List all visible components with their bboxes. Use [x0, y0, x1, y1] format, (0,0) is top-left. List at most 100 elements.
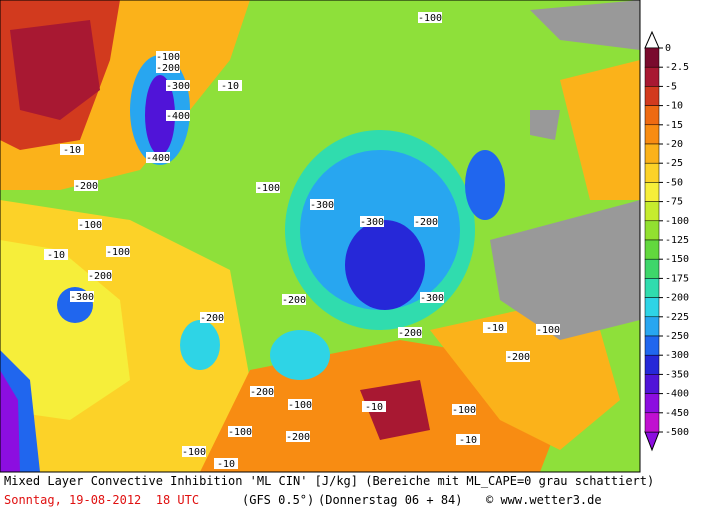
colorbar-segment — [644, 374, 660, 394]
contour-label-box — [310, 199, 334, 210]
colorbar-label: -2.5 — [665, 62, 689, 73]
contour-label: -10 — [221, 81, 239, 92]
contour-label: -200 — [200, 313, 224, 324]
colorbar-segment — [644, 182, 660, 202]
colorbar-segment — [644, 335, 660, 356]
contour-label: -300 — [166, 81, 190, 92]
contour-label: -10 — [365, 402, 383, 413]
contour-label-box — [452, 404, 476, 415]
contour-label-box — [70, 291, 94, 302]
colorbar-label: -500 — [665, 427, 689, 438]
colorbar-label: 0 — [665, 43, 671, 54]
colorbar-segment — [644, 143, 660, 164]
contour-label-box — [418, 12, 442, 23]
contour-label-box — [536, 324, 560, 335]
colorbar-segment — [644, 124, 660, 145]
colorbar-segment — [644, 393, 660, 414]
colorbar-segment — [644, 316, 660, 337]
contour-label: -10 — [47, 250, 65, 261]
contour-label: -300 — [360, 217, 384, 228]
colorbar-segment — [644, 297, 660, 318]
colorbar-label: -75 — [665, 197, 683, 208]
cin-fields — [0, 0, 640, 472]
contour-label-box — [362, 401, 386, 412]
contour-label-box — [228, 426, 252, 437]
contour-label: -100 — [156, 52, 180, 63]
contour-label: -400 — [166, 111, 190, 122]
contour-label-box — [398, 327, 422, 338]
colorbar-label: -450 — [665, 408, 689, 419]
contour-label: -300 — [310, 200, 334, 211]
contour-label-box — [282, 294, 306, 305]
colorbar: 0 -2.5 -5 -10 -15 -20 -25 -50 -75 -100 -125 -150 -17… — [644, 30, 689, 452]
colorbar-segment — [644, 278, 660, 298]
contour-label-box — [414, 216, 438, 227]
colorbar-segment — [644, 220, 660, 241]
contour-label-box — [88, 270, 112, 281]
contour-label: -200 — [398, 328, 422, 339]
contour-label-box — [214, 458, 238, 469]
contour-label-box — [256, 182, 280, 193]
colorbar-segment — [644, 239, 660, 260]
contour-label: -100 — [418, 13, 442, 24]
contour-label: -400 — [146, 153, 170, 164]
contour-label: -200 — [282, 295, 306, 306]
contour-label: -200 — [250, 387, 274, 398]
contour-label: -100 — [452, 405, 476, 416]
contour-label-box — [360, 216, 384, 227]
contour-label-box — [166, 110, 190, 121]
contour-label: -200 — [156, 63, 180, 74]
colorbar-label: -10 — [665, 101, 683, 112]
contour-label: -100 — [78, 220, 102, 231]
contour-label-box — [156, 51, 180, 62]
colorbar-segment — [644, 258, 660, 279]
contour-label-box — [286, 431, 310, 442]
footer-date: Sonntag, 19-08-2012 18 UTC — [4, 493, 200, 507]
map: -100-200-300-400-400-10-10-200-100-10 -10… — [0, 0, 689, 473]
colorbar-segment — [644, 201, 660, 222]
colorbar-label: -300 — [665, 350, 689, 361]
contour-label-box — [106, 246, 130, 257]
colorbar-label: -400 — [665, 389, 689, 400]
colorbar-segment — [644, 47, 660, 68]
colorbar-label: -125 — [665, 235, 689, 246]
colorbar-label: -250 — [665, 331, 689, 342]
colorbar-label: -25 — [665, 158, 683, 169]
colorbar-segment — [644, 86, 660, 106]
contour-label-box — [456, 434, 480, 445]
contour-label-box — [60, 144, 84, 155]
contour-label: -100 — [288, 400, 312, 411]
contour-label: -10 — [486, 323, 504, 334]
contour-label-box — [250, 386, 274, 397]
colorbar-label: -175 — [665, 273, 689, 284]
contour-label: -100 — [228, 427, 252, 438]
contour-label: -200 — [74, 181, 98, 192]
colorbar-segment — [644, 66, 660, 87]
contour-label: -10 — [217, 459, 235, 470]
contour-label: -100 — [106, 247, 130, 258]
contour-label-box — [74, 180, 98, 191]
contour-labels: -100-200-300-400-400-10-10-200-100-10 -10… — [44, 12, 560, 470]
colorbar-segment — [644, 412, 660, 433]
contour-label: -300 — [70, 292, 94, 303]
colorbar-label: -50 — [665, 177, 683, 188]
contour-label: -200 — [286, 432, 310, 443]
contour-label-box — [218, 80, 242, 91]
colorbar-label: -150 — [665, 254, 689, 265]
contour-label: -100 — [256, 183, 280, 194]
footer-title: Mixed Layer Convective Inhibition 'ML CI… — [4, 474, 655, 488]
colorbar-label: -20 — [665, 139, 683, 150]
colorbar-label: -200 — [665, 293, 689, 304]
colorbar-segment — [644, 354, 660, 375]
contour-label: -200 — [88, 271, 112, 282]
contour-label: -200 — [414, 217, 438, 228]
colorbar-label: -225 — [665, 312, 689, 323]
contour-label: -100 — [536, 325, 560, 336]
footer-credit: © www.wetter3.de — [486, 493, 602, 507]
contour-label-box — [200, 312, 224, 323]
contour-label-box — [44, 249, 68, 260]
footer-model: (GFS 0.5°) — [242, 493, 315, 507]
contour-label-box — [182, 446, 206, 457]
contour-label-box — [506, 351, 530, 362]
